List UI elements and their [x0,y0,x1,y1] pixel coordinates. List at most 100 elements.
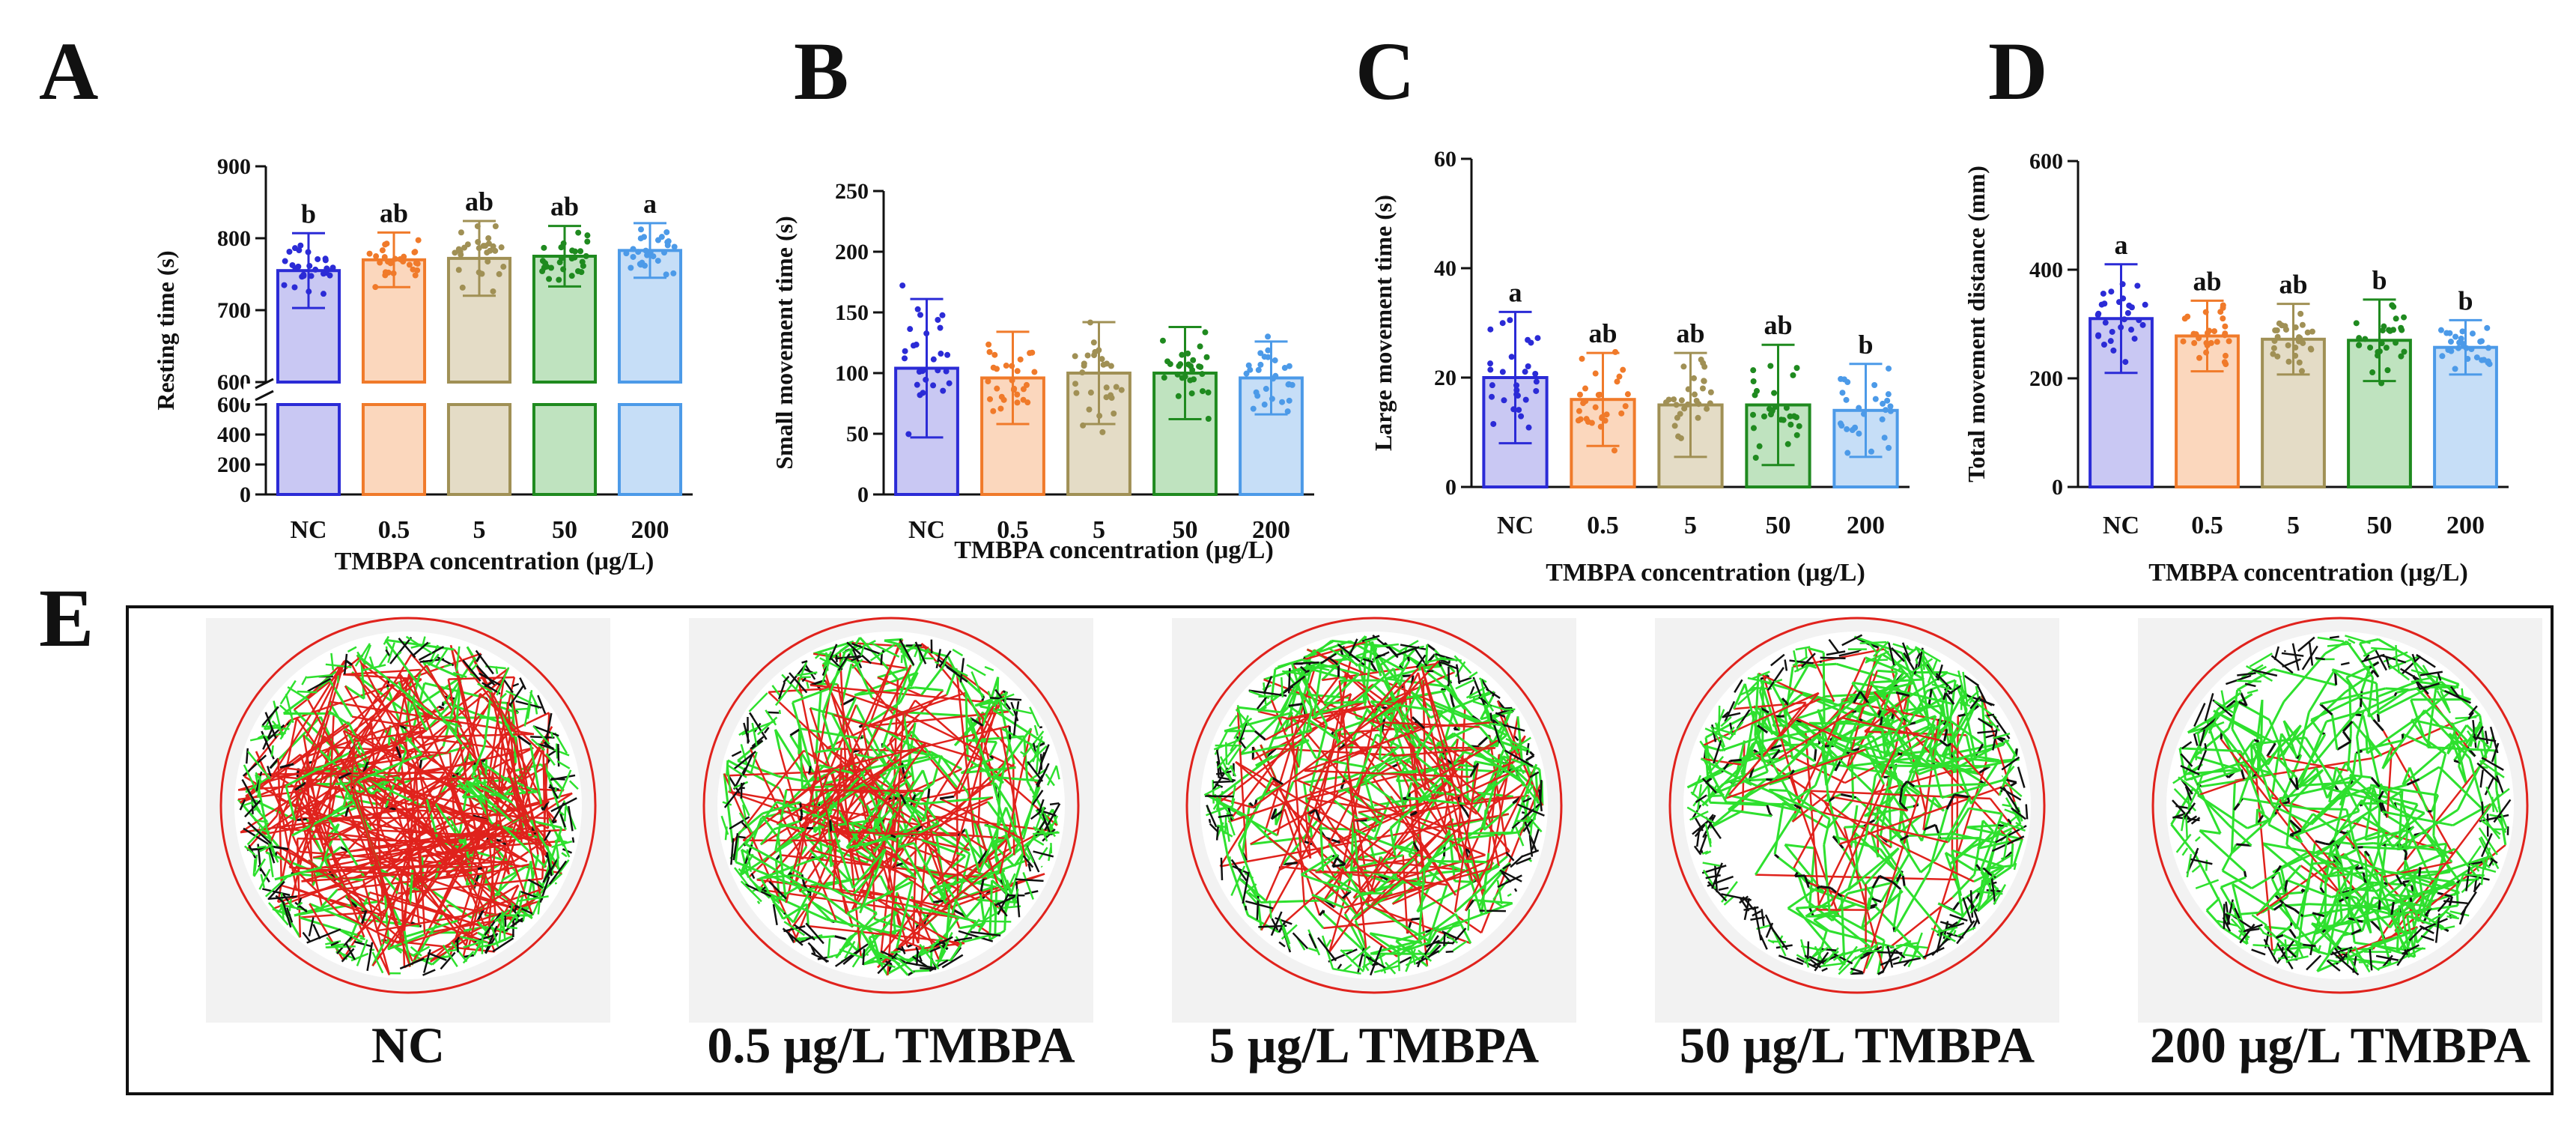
y-tick-label: 0 [2052,475,2063,500]
data-point [1752,455,1759,461]
rim-segment [2419,671,2443,676]
data-points [281,242,336,297]
rim-segment [1854,942,1879,960]
rim-segment [1898,668,1901,671]
track-segment [2221,844,2238,871]
track-segment [2220,876,2247,889]
track-segment [2266,742,2276,757]
data-point [500,264,507,270]
rim-segment [1480,678,1486,700]
rim-segment [336,936,353,954]
rim-segment [1936,664,1943,681]
data-point [1507,317,1513,324]
rim-segment [1764,914,1775,932]
track-segment [1254,730,1266,741]
rim-segment [1841,634,1863,647]
track-segment [1355,858,1465,871]
rim-segment [397,651,402,656]
rim-segment [475,664,496,686]
rim-segment [1880,956,1900,966]
track-segment [2356,710,2365,737]
rim-segment [801,660,808,664]
chart-a: 0200400600600700800900bNCab0.5ab5ab50a20… [152,154,700,575]
track-segment [2452,722,2482,762]
data-point [321,270,327,277]
rim-segment [1350,945,1371,963]
bar-lower [361,403,427,496]
rim-segment [860,644,866,656]
rim-segment [2380,654,2407,664]
rim-segment [935,661,940,665]
data-point [2356,335,2363,342]
track-segment [2297,712,2310,759]
rim-segment [919,943,940,970]
data-point [2095,333,2102,339]
data-point [1265,347,1272,354]
track-segment [1457,842,1483,915]
track-segment [1815,748,1897,910]
rim-segment [1734,679,1743,693]
track-segment [1874,752,1899,777]
rim-segment [2300,943,2316,947]
track-segment [942,881,969,920]
track-segment [1832,835,1881,850]
data-point [1699,385,1706,392]
track-segment [1479,695,1494,720]
rim-segment [1501,871,1512,883]
rim-segment [997,893,1009,915]
rim-segment [2276,942,2294,969]
rim-segment [267,846,276,864]
track-segment [1355,733,1378,786]
data-point [923,330,930,337]
significance-label: b [2372,265,2387,295]
track-segment [399,919,458,940]
data-point [1203,354,1210,360]
track-segment [2300,865,2341,895]
track-segment [1789,754,1846,784]
rim-segment [285,693,294,724]
data-point [2285,358,2292,365]
track-segment [738,812,764,835]
track-segment [453,649,519,737]
data-point [943,368,950,375]
rim-segment [484,925,498,954]
rim-segment [1728,721,1744,741]
track-segment [1235,760,1364,871]
rim-segment [1401,647,1408,668]
category-label: 0.5 [997,516,1029,544]
rim-segment [1364,963,1370,972]
rim-segment [2336,945,2342,950]
track-segment [1345,789,1442,832]
rim-segment [2217,897,2229,922]
data-points [1243,333,1295,415]
data-point [1662,399,1669,406]
data-point [1284,408,1291,415]
track-segment [395,684,434,716]
track-segment [1762,757,1779,763]
data-point [297,242,304,249]
rim-segment [2479,814,2509,823]
track-segment [2361,897,2375,931]
rim-segment [2181,779,2193,795]
rim-segment [2411,659,2423,682]
data-point [546,276,553,282]
rim-segment [1808,955,1825,965]
rim-segment [1505,851,1515,862]
rim-segment [252,859,256,876]
track-segment [2355,736,2363,777]
rim-segment [568,805,574,832]
rim-segment [2184,802,2196,819]
rim-segment [306,928,341,944]
track-segment [1416,879,1477,913]
data-point [1174,371,1181,378]
rim-segment [1040,827,1048,842]
rim-segment [1024,845,1035,863]
rim-segment [1225,823,1230,842]
rim-segment [1219,829,1233,838]
track-segment [2295,863,2314,930]
track-segment [265,710,329,853]
rim-segment [743,869,762,893]
track-segment [2227,701,2240,729]
rim-segment [2345,635,2371,644]
rim-segment [287,686,309,701]
